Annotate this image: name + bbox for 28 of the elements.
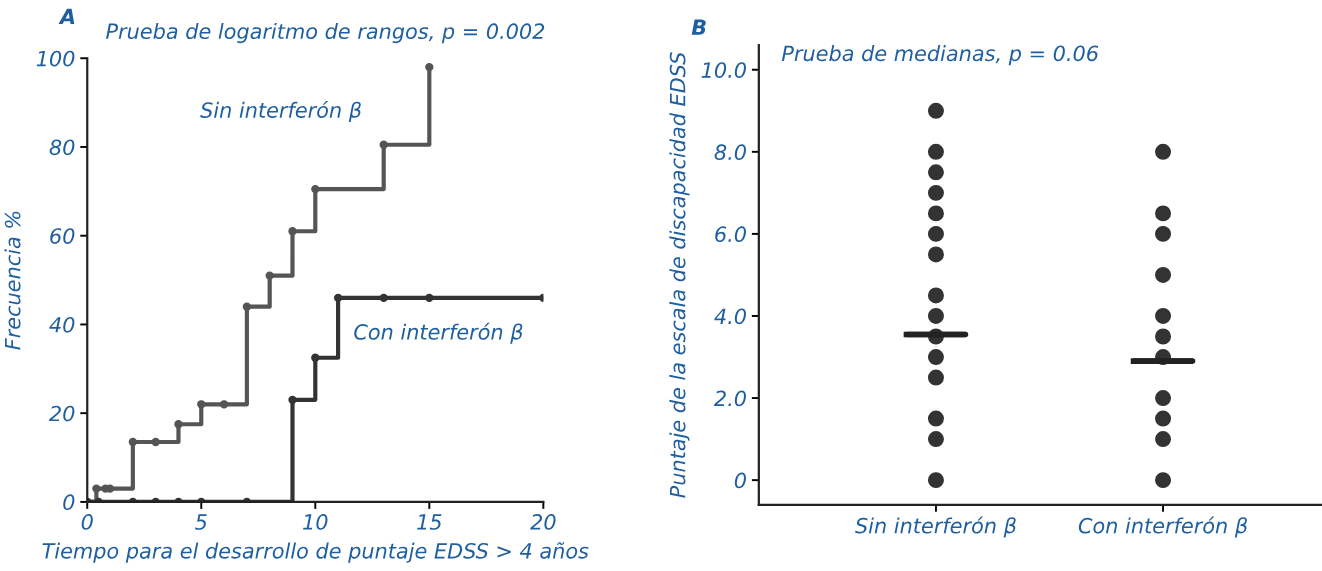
- x-tick-label: Sin interferón β: [855, 516, 1016, 538]
- y-tick-label: 10.0: [701, 62, 746, 78]
- y-axis-title: Frecuencia %: [4, 211, 21, 350]
- y-tick-label: 2.0: [713, 390, 746, 407]
- chart-title: Prueba de medianas, p = 0.06: [781, 45, 1099, 66]
- series-label: Sin interferón β: [200, 100, 361, 122]
- y-tick-label: 0: [63, 494, 75, 511]
- y-tick-label: 60: [50, 228, 75, 244]
- x-tick-label: Con interferón β: [1078, 516, 1247, 538]
- y-tick-label: 20: [49, 405, 75, 422]
- text: B: [691, 19, 706, 35]
- y-tick-label: 40: [49, 316, 75, 333]
- x-axis-title: Tiempo para el desarrollo de puntaje EDSS > 4 años: [42, 542, 589, 563]
- series-label: Con interferón β: [354, 322, 523, 344]
- y-tick-label: 4.0: [714, 308, 746, 325]
- x-tick-label: 20: [530, 514, 556, 530]
- y-tick-label: 0: [734, 472, 746, 489]
- y-tick-label: 100: [36, 50, 75, 67]
- y-tick-label: 80: [49, 139, 75, 156]
- text: A: [58, 8, 75, 25]
- y-axis-title: Puntaje de la escala de discapacidad EDSS: [669, 52, 690, 498]
- x-tick-label: 5: [195, 514, 207, 530]
- y-tick-label: 8.0: [714, 144, 746, 161]
- x-tick-label: 10: [303, 514, 328, 530]
- y-tick-label: 6.0: [715, 226, 746, 243]
- x-tick-label: 15: [417, 514, 442, 530]
- x-tick-label: 0: [81, 514, 93, 530]
- chart-title: Prueba de logaritmo de rangos, p = 0.002: [106, 22, 545, 44]
